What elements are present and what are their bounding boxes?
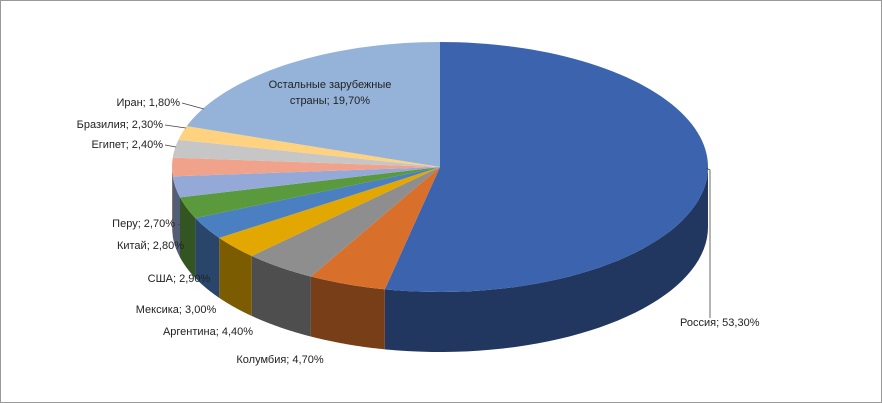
slice-side [172, 176, 181, 258]
slice [172, 139, 440, 167]
slice-side [180, 197, 196, 279]
data-label: Россия; 53,30% [680, 317, 760, 329]
leader-line [705, 167, 711, 318]
slice-side [251, 255, 311, 337]
slice-side [172, 167, 173, 237]
slice-side [384, 167, 708, 352]
slice [384, 42, 708, 292]
slice-side [195, 218, 220, 298]
slice [172, 167, 440, 198]
leader-line [164, 144, 177, 148]
data-label: Колумбия; 4,70% [236, 354, 323, 366]
data-label: Бразилия; 2,30% [77, 119, 164, 131]
slice [172, 157, 441, 177]
slice [178, 126, 440, 167]
leader-line [164, 124, 187, 129]
data-label: Аргентина; 4,40% [163, 326, 253, 338]
leader-line [181, 102, 205, 110]
slice [219, 167, 440, 256]
slice [310, 167, 440, 290]
slice [195, 167, 440, 238]
slice-side [310, 276, 385, 350]
data-label: страны; 19,70% [290, 95, 370, 107]
slice [251, 167, 440, 277]
data-label: Мексика; 3,00% [136, 304, 217, 316]
data-label: США; 2,90% [148, 273, 211, 285]
slice-side [219, 237, 252, 316]
data-label: Египет; 2,40% [91, 139, 163, 151]
leader-line [177, 223, 181, 226]
slice [180, 167, 440, 219]
data-label: Иран; 1,80% [116, 97, 180, 109]
slice [186, 42, 440, 167]
data-label: Остальные зарубежные [269, 79, 392, 91]
data-label: Китай; 2,80% [117, 240, 184, 252]
data-label: Перу; 2,70% [112, 218, 175, 230]
